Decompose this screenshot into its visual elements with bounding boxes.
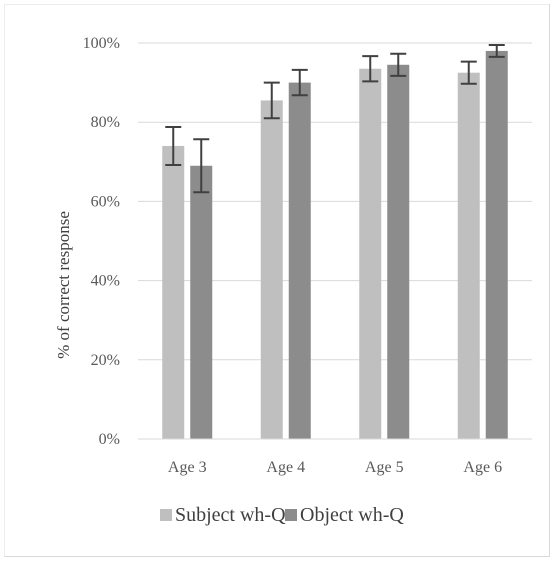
bars (162, 50, 508, 440)
y-tick-label: 80% (91, 114, 120, 131)
bar-subject-1 (260, 100, 283, 440)
bar-object-1 (288, 82, 311, 439)
error-bar (263, 81, 280, 120)
y-tick-label: 20% (91, 352, 120, 369)
chart-frame (4, 4, 550, 557)
legend-swatch (160, 509, 172, 521)
error-bar (460, 60, 477, 85)
bar-subject-0 (162, 145, 185, 439)
x-tick-label: Age 5 (365, 459, 404, 476)
y-axis-title: % of correct response (54, 211, 73, 359)
legend: Subject wh-Q Object wh-Q (160, 504, 404, 526)
error-bars (165, 43, 505, 194)
bar-object-3 (485, 50, 508, 440)
x-tick-label: Age 6 (463, 459, 502, 476)
y-tick-label: 40% (91, 273, 120, 290)
bar-subject-2 (359, 68, 382, 440)
error-bar (362, 55, 379, 83)
y-tick-label: 100% (83, 35, 120, 52)
x-axis-ticks: Age 3 Age 4 Age 5 Age 6 (168, 459, 502, 476)
error-bar (390, 52, 407, 77)
x-tick-label: Age 3 (168, 459, 207, 476)
y-tick-label: 0% (99, 431, 120, 448)
bar-object-2 (387, 64, 410, 439)
y-axis-ticks: 0% 20% 40% 60% 80% 100% (83, 35, 120, 448)
legend-label: Subject wh-Q (175, 504, 286, 526)
error-bar (165, 125, 182, 166)
legend-swatch (285, 509, 297, 521)
error-bar (291, 68, 308, 97)
bar-subject-3 (457, 72, 480, 439)
error-bar (193, 138, 210, 194)
x-tick-label: Age 4 (266, 459, 305, 476)
bar-object-0 (190, 165, 213, 439)
error-bar (488, 43, 505, 58)
y-tick-label: 60% (91, 193, 120, 210)
legend-label: Object wh-Q (300, 504, 404, 526)
